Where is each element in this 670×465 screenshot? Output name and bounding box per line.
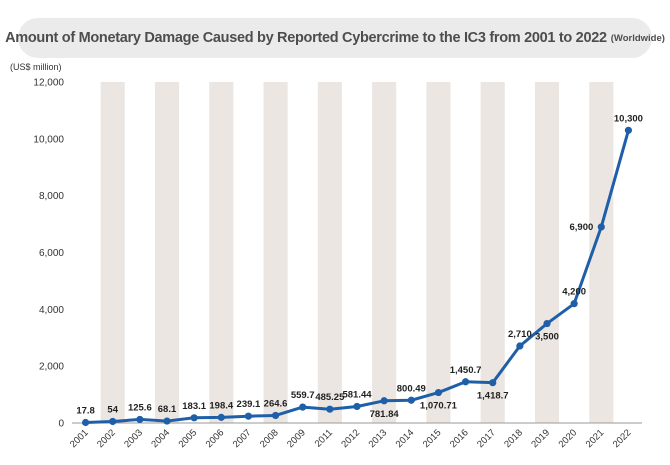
- y-tick-label: 6,000: [39, 248, 64, 259]
- x-tick-label: 2008: [258, 427, 281, 450]
- x-tick-label: 2021: [584, 427, 607, 450]
- data-label: 581.44: [342, 389, 372, 400]
- data-label: 183.1: [182, 401, 206, 412]
- background-band: [209, 82, 234, 423]
- y-tick-label: 4,000: [39, 305, 64, 316]
- data-label: 1,418.7: [477, 391, 509, 402]
- x-tick-label: 2007: [231, 427, 254, 450]
- data-point: [81, 418, 90, 427]
- background-band: [534, 82, 560, 423]
- data-label: 3,500: [535, 332, 559, 343]
- data-label: 2,710: [508, 329, 532, 340]
- background-band: [263, 82, 288, 423]
- data-point: [516, 342, 524, 350]
- x-tick-label: 2015: [421, 427, 444, 450]
- data-label: 485.25: [315, 392, 345, 403]
- data-label: 559.7: [291, 390, 315, 401]
- data-point: [163, 417, 171, 425]
- x-tick-label: 2020: [557, 427, 580, 450]
- data-label: 125.6: [128, 402, 152, 413]
- data-point: [190, 414, 198, 422]
- y-tick-label: 8,000: [39, 191, 64, 202]
- data-point: [271, 411, 280, 420]
- data-point: [624, 126, 633, 134]
- x-tick-label: 2002: [95, 427, 118, 450]
- x-tick-label: 2011: [313, 427, 335, 449]
- background-band: [372, 82, 397, 423]
- x-tick-label: 2016: [448, 427, 471, 450]
- data-point: [326, 405, 334, 413]
- x-tick-label: 2014: [394, 427, 417, 450]
- data-label: 17.8: [76, 405, 95, 416]
- x-tick-label: 2009: [285, 427, 308, 450]
- y-tick-label: 2,000: [39, 362, 64, 373]
- x-tick-label: 2001: [68, 427, 91, 450]
- x-tick-label: 2017: [475, 427, 498, 450]
- data-label: 1,450.7: [450, 365, 482, 376]
- data-points: [81, 126, 633, 427]
- data-point: [109, 417, 117, 426]
- data-point: [489, 379, 497, 387]
- background-band: [317, 82, 342, 423]
- chart-title-banner: Amount of Monetary Damage Caused by Repo…: [5, 18, 665, 58]
- x-tick-label: 2004: [149, 427, 172, 450]
- x-tick-label: 2012: [339, 427, 362, 450]
- data-label: 68.1: [158, 404, 177, 415]
- x-tick-label: 2019: [529, 427, 552, 450]
- data-point: [597, 223, 605, 231]
- y-tick-label: 12,000: [33, 78, 64, 89]
- data-label: 10,300: [614, 113, 643, 124]
- data-label: 6,900: [570, 222, 594, 233]
- x-tick-label: 2005: [177, 427, 200, 450]
- data-point: [217, 413, 225, 421]
- data-label: 239.1: [237, 399, 261, 410]
- data-label: 198.4: [209, 400, 233, 411]
- x-axis-ticks: 2001 2002 2003 2004 2005 2006 2007 2008 2009 2011…: [68, 427, 634, 450]
- background-band: [426, 82, 451, 423]
- y-axis-unit-label: (US$ million): [10, 62, 62, 72]
- data-point: [244, 412, 253, 420]
- background-band: [154, 82, 180, 423]
- x-tick-label: 2003: [122, 427, 145, 450]
- y-tick-label: 0: [58, 419, 64, 430]
- data-point: [543, 319, 551, 328]
- background-band: [100, 82, 125, 423]
- data-point: [136, 415, 144, 424]
- data-point: [353, 402, 361, 411]
- background-band: [480, 82, 505, 423]
- data-label: 4,200: [562, 287, 586, 298]
- data-point: [380, 397, 388, 405]
- background-bands: [100, 82, 614, 423]
- x-tick-label: 2018: [502, 427, 525, 450]
- data-point: [461, 378, 470, 386]
- x-tick-label: 2013: [367, 427, 390, 450]
- chart-title: Amount of Monetary Damage Caused by Repo…: [5, 30, 607, 46]
- y-axis-ticks: 0 2,000 4,000 6,000 8,000 10,000 12,000: [33, 78, 64, 430]
- y-tick-label: 10,000: [33, 134, 64, 145]
- data-label: 264.6: [264, 398, 288, 409]
- data-point: [434, 388, 443, 397]
- data-label: 1,070.71: [420, 401, 458, 412]
- data-label: 54: [107, 404, 118, 415]
- data-labels: 17.8 54 125.6 68.1 183.1 198.4 239.1 264.6559.7…: [76, 113, 643, 419]
- chart-subtitle: (Worldwide): [610, 32, 665, 44]
- data-label: 800.49: [397, 383, 426, 394]
- data-label: 781.84: [370, 409, 400, 420]
- data-point: [299, 403, 307, 411]
- x-tick-label: 2022: [611, 427, 634, 450]
- data-point: [407, 396, 415, 404]
- x-tick-label: 2006: [204, 427, 227, 450]
- data-point: [570, 300, 578, 308]
